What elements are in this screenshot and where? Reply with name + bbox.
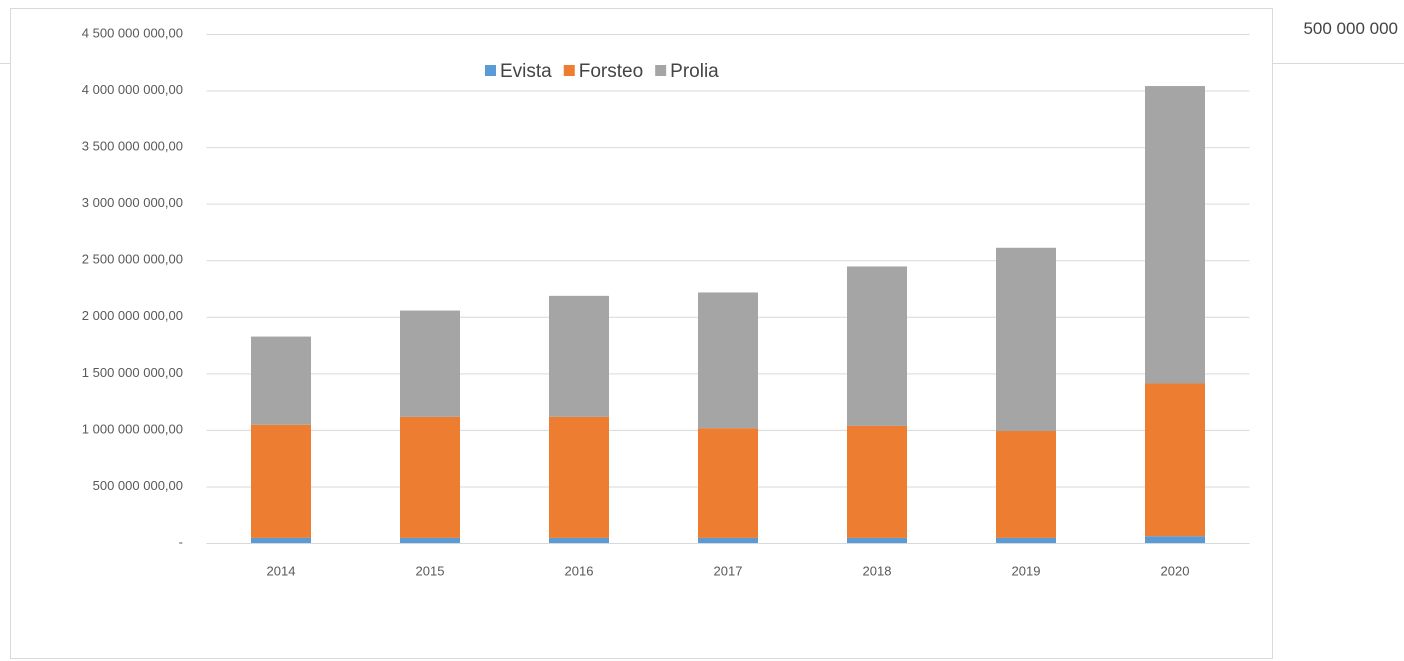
legend-label: Evista [500, 61, 552, 82]
bar-segment [400, 537, 460, 543]
bar-segment [847, 537, 907, 543]
y-tick-label: 4 000 000 000,00 [82, 82, 183, 97]
bar-segment [549, 537, 609, 543]
legend-label: Prolia [670, 61, 719, 82]
bar-segment [847, 425, 907, 538]
bar-segment [1145, 86, 1205, 384]
legend-swatch [655, 65, 667, 76]
y-tick-label: 500 000 000,00 [93, 478, 183, 493]
bar-segment [1145, 536, 1205, 543]
x-tick-label: 2017 [714, 563, 743, 578]
x-tick-label: 2015 [416, 563, 445, 578]
legend: Evista Forsteo Prolia [485, 61, 719, 82]
legend-swatch [485, 65, 496, 76]
bar-segment [400, 310, 460, 417]
x-tick-label: 2018 [863, 563, 892, 578]
y-tick-label: 1 000 000 000,00 [82, 421, 183, 436]
bar-segment [847, 266, 907, 426]
x-tick-label: 2020 [1161, 563, 1190, 578]
bar-segment [698, 292, 758, 429]
bar-segment [549, 416, 609, 538]
x-tick-label: 2014 [267, 563, 296, 578]
bar-segment [996, 537, 1056, 543]
bar-segment [400, 416, 460, 538]
bar-segment [996, 247, 1056, 432]
bar-segment [698, 537, 758, 543]
bar-segment [698, 428, 758, 538]
bar-segment [549, 295, 609, 417]
y-tick-label: - [179, 534, 183, 549]
bar-segment [251, 537, 311, 543]
bar-segment [1145, 383, 1205, 537]
background-label: 500 000 000 [1303, 19, 1398, 38]
y-tick-label: 4 500 000 000,00 [82, 25, 183, 40]
bar-segment [251, 336, 311, 425]
bar-segment [996, 431, 1056, 538]
y-tick-label: 1 500 000 000,00 [82, 365, 183, 380]
y-tick-label: 2 500 000 000,00 [82, 252, 183, 267]
y-tick-label: 2 000 000 000,00 [82, 308, 183, 323]
legend-label: Forsteo [579, 61, 643, 82]
chart-area [10, 8, 1273, 659]
x-tick-label: 2016 [565, 563, 594, 578]
y-tick-label: 3 000 000 000,00 [82, 195, 183, 210]
x-tick-label: 2019 [1012, 563, 1041, 578]
y-tick-label: 3 500 000 000,00 [82, 139, 183, 154]
legend-swatch [563, 65, 575, 76]
bar-segment [251, 424, 311, 538]
